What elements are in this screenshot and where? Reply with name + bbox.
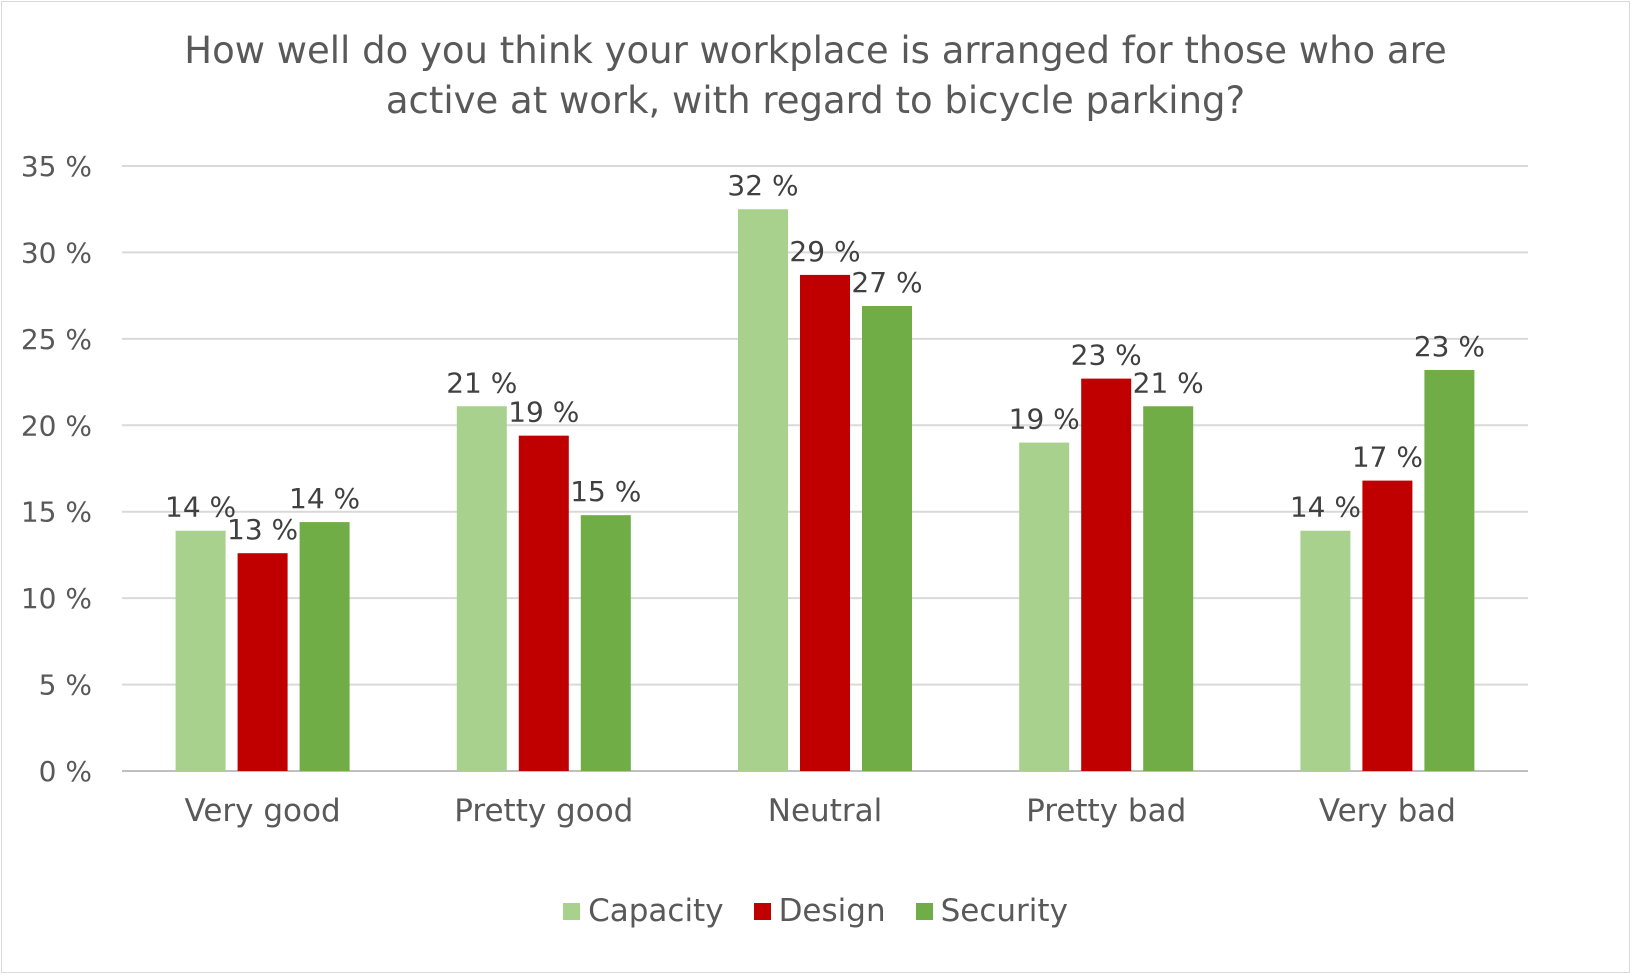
data-label: 27 % — [851, 266, 922, 299]
data-label: 14 % — [165, 491, 236, 524]
data-label: 14 % — [289, 482, 360, 515]
bar-capacity-1 — [456, 406, 507, 771]
bar-design-2 — [800, 274, 850, 771]
bar-security-3 — [1143, 406, 1194, 771]
data-label: 19 % — [508, 396, 579, 429]
bar-capacity-3 — [1019, 442, 1070, 771]
data-label: 19 % — [1009, 403, 1080, 436]
chart-title: How well do you think your workplace is … — [0, 26, 1631, 126]
bar-design-1 — [518, 435, 569, 771]
bar-capacity-4 — [1300, 530, 1351, 771]
y-tick-label: 30 % — [21, 236, 92, 269]
legend-swatch-security — [915, 902, 933, 920]
legend-item-security: Security — [915, 893, 1068, 929]
data-label: 23 % — [1414, 330, 1485, 363]
legend-item-design: Design — [753, 893, 886, 929]
data-label: 32 % — [727, 169, 798, 202]
data-label: 13 % — [227, 513, 298, 546]
bar-design-3 — [1081, 378, 1132, 771]
legend-item-capacity: Capacity — [563, 893, 724, 929]
bar-design-0 — [237, 553, 288, 771]
bar-capacity-0 — [175, 530, 226, 771]
y-tick-label: 20 % — [21, 409, 92, 442]
x-category-label: Pretty bad — [1026, 793, 1186, 829]
chart-legend: Capacity Design Security — [0, 893, 1631, 929]
x-category-label: Pretty good — [454, 793, 633, 829]
y-tick-label: 0 % — [39, 755, 92, 788]
bar-design-4 — [1362, 480, 1413, 771]
legend-swatch-capacity — [563, 902, 581, 920]
x-category-label: Neutral — [768, 793, 882, 829]
data-label: 15 % — [570, 475, 641, 508]
y-tick-label: 35 % — [21, 150, 92, 183]
y-tick-label: 15 % — [21, 496, 92, 529]
bar-security-4 — [1424, 369, 1475, 771]
legend-label-design: Design — [778, 893, 886, 929]
legend-label-security: Security — [940, 893, 1068, 929]
legend-swatch-design — [753, 902, 771, 920]
bar-security-2 — [862, 306, 912, 771]
y-tick-label: 5 % — [39, 669, 92, 702]
x-category-label: Very bad — [1319, 793, 1456, 829]
bar-capacity-2 — [738, 209, 788, 771]
data-label: 23 % — [1071, 339, 1142, 372]
data-label: 17 % — [1352, 441, 1423, 474]
y-tick-label: 10 % — [21, 582, 92, 615]
data-label: 21 % — [446, 366, 517, 399]
y-tick-label: 25 % — [21, 323, 92, 356]
data-label: 21 % — [1133, 366, 1204, 399]
legend-label-capacity: Capacity — [588, 893, 724, 929]
data-label: 29 % — [789, 235, 860, 268]
bar-security-0 — [299, 522, 350, 771]
x-category-label: Very good — [185, 793, 341, 829]
data-label: 14 % — [1290, 491, 1361, 524]
chart-title-line-1: How well do you think your workplace is … — [184, 29, 1447, 72]
bar-security-1 — [580, 515, 631, 771]
chart-title-line-2: active at work, with regard to bicycle p… — [385, 79, 1246, 122]
